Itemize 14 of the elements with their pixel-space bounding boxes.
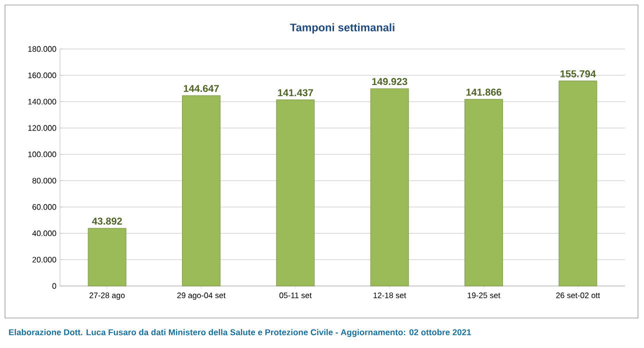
data-label: 144.647 [184, 84, 219, 92]
data-label: 155.794 [560, 70, 596, 78]
data-label: 141.866 [466, 88, 502, 96]
bar [182, 95, 220, 286]
bar [276, 100, 315, 286]
bar [370, 88, 409, 286]
text: Elaborazione Dott. Luca Fusaro da dati Ministero della Salute e Protezione Civile - Aggiornamento: 02 ottobre 2021 [9, 329, 471, 337]
bar [88, 228, 126, 286]
data-label: 149.923 [372, 78, 408, 86]
chart-title: Tamponi settimanali [290, 23, 394, 34]
data-label: 141.437 [278, 89, 313, 96]
data-label: 43.892 [92, 218, 122, 225]
bar [558, 80, 598, 286]
bar [464, 99, 503, 286]
